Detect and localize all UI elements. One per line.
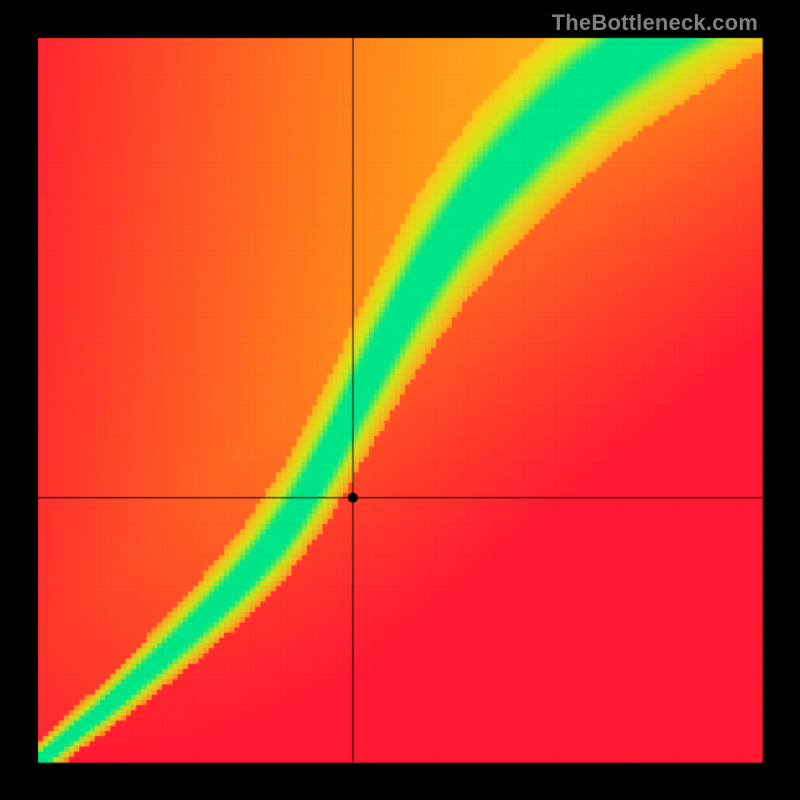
watermark-text: TheBottleneck.com [552, 10, 758, 36]
bottleneck-heatmap-canvas [0, 0, 800, 800]
chart-container: TheBottleneck.com [0, 0, 800, 800]
